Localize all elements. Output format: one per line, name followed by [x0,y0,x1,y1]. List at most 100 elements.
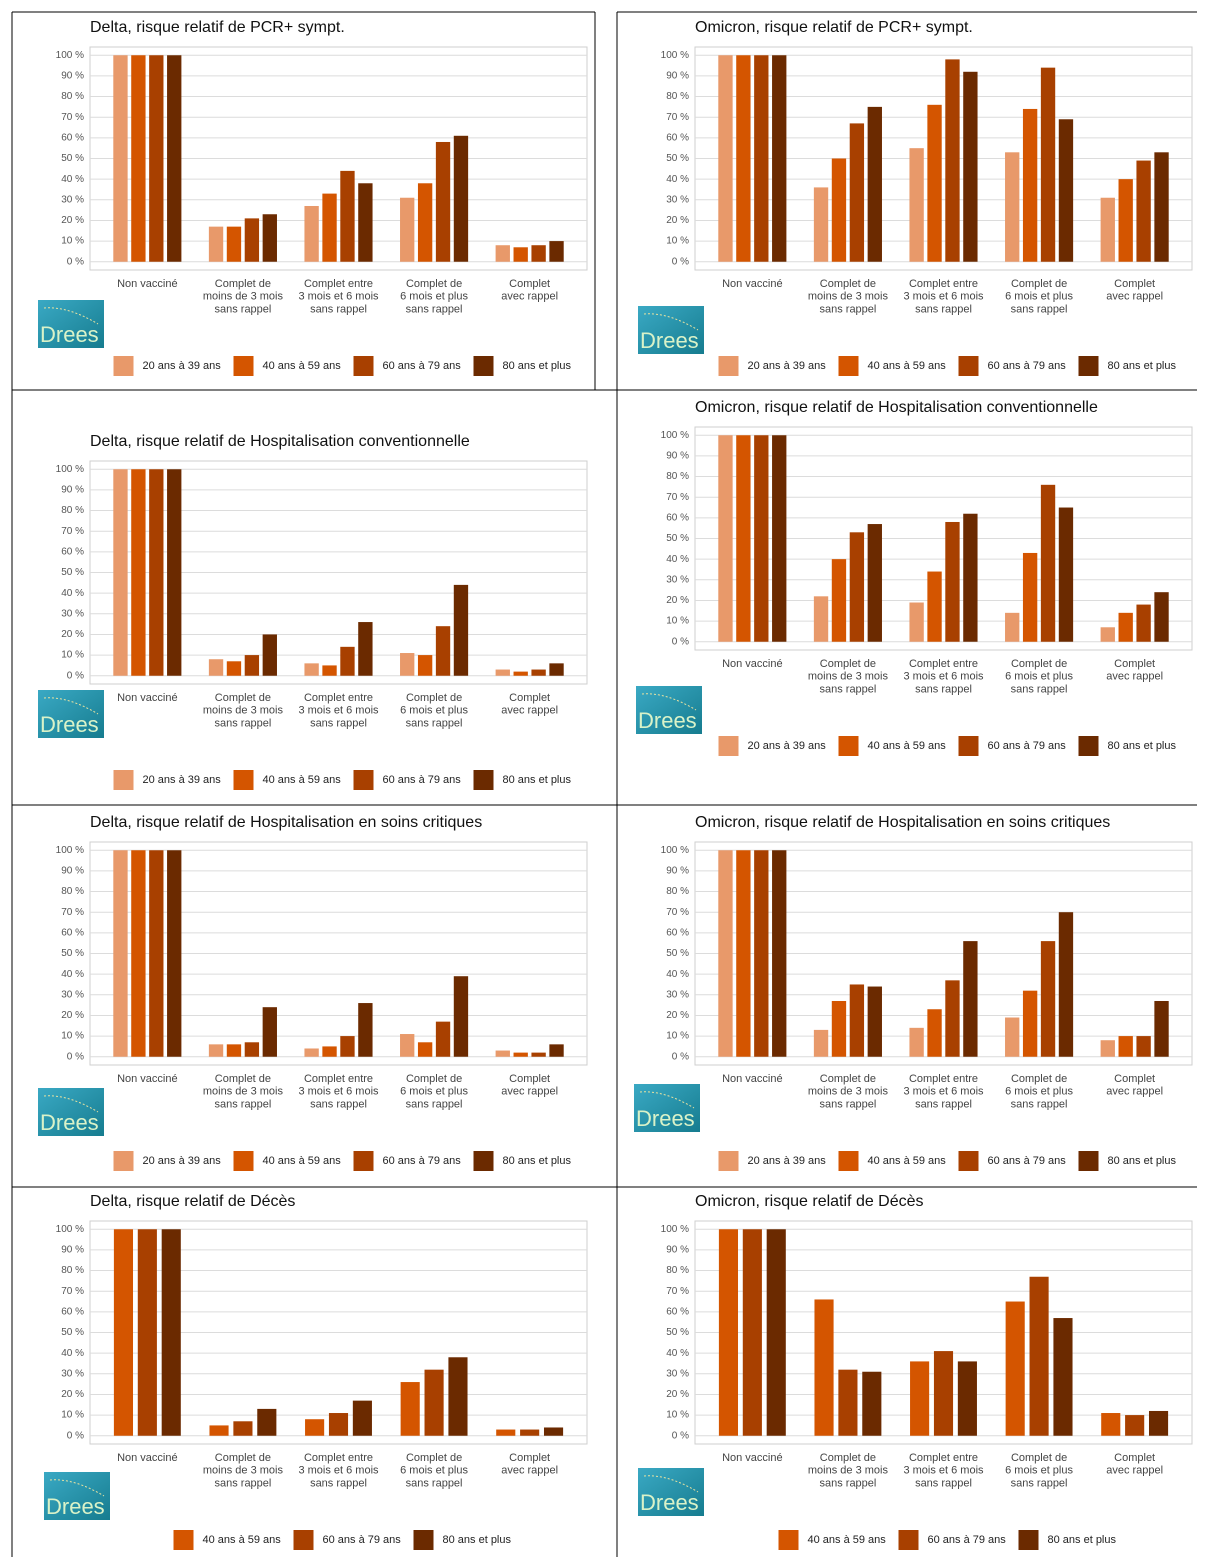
legend-label: 80 ans et plus [1048,1534,1117,1546]
bar [1058,507,1074,642]
bar [340,1036,355,1057]
logo-text: Drees [46,1494,105,1519]
bar [417,183,433,262]
y-tick-label: 60 % [666,927,689,938]
bar [149,469,164,676]
bar [113,1229,134,1436]
bar [495,1050,510,1057]
bar [161,1229,181,1436]
bar [417,1042,433,1057]
logo-swoosh [43,307,99,325]
legend-label: 40 ans à 59 ans [263,360,342,372]
y-tick-label: 60 % [666,512,689,523]
x-tick-label: sans rappel [406,717,463,729]
bar [849,123,865,262]
y-tick-label: 10 % [61,650,84,661]
bar [1058,912,1074,1057]
bar [1005,152,1020,262]
legend-swatch [233,1151,254,1171]
y-tick-label: 60 % [61,927,84,938]
bar [549,241,564,262]
legend-label: 60 ans à 79 ans [988,360,1067,372]
legend-label: 60 ans à 79 ans [383,774,462,786]
bar [149,850,164,1057]
x-tick-label: Complet entre [909,278,978,290]
y-tick-label: 10 % [666,1031,689,1042]
x-tick-label: sans rappel [915,1098,972,1110]
bar [453,976,469,1057]
x-tick-label: Complet de [406,1073,462,1085]
legend-label: 40 ans à 59 ans [808,1534,887,1546]
y-tick-label: 20 % [61,629,84,640]
x-tick-label: Complet de [820,278,876,290]
bar [167,469,182,676]
legend-swatch [838,1151,859,1171]
bar [718,850,733,1057]
y-tick-label: 20 % [666,215,689,226]
x-tick-label: 3 mois et 6 mois [903,1086,984,1098]
bar [352,1400,372,1436]
y-tick-label: 50 % [61,153,84,164]
x-tick-label: Complet [509,1452,550,1464]
x-tick-label: Complet de [406,692,462,704]
x-tick-label: sans rappel [915,1477,972,1489]
y-tick-label: 10 % [666,616,689,627]
y-tick-label: 0 % [672,256,689,267]
x-tick-label: moins de 3 mois [203,705,284,717]
legend-label: 80 ans et plus [1108,360,1177,372]
logo-text: Drees [40,712,99,737]
chart-title: Omicron, risque relatif de Décès [695,1193,924,1210]
x-tick-label: 6 mois et plus [1005,291,1073,303]
y-tick-label: 100 % [661,430,689,441]
bar [813,187,829,262]
bar [766,1229,786,1436]
y-tick-label: 90 % [61,1245,84,1256]
legend-swatch [293,1530,314,1550]
y-tick-label: 100 % [56,464,84,475]
legend-swatch [718,1151,739,1171]
bar [1040,67,1056,262]
bar [208,1044,224,1057]
bar [137,1229,157,1436]
y-tick-label: 70 % [666,112,689,123]
bar [736,850,751,1057]
bar [453,584,469,676]
logo-swoosh [43,1095,99,1113]
legend-label: 60 ans à 79 ans [928,1534,1007,1546]
bar [400,197,415,262]
y-tick-label: 50 % [666,153,689,164]
bar [448,1357,468,1436]
legend-label: 20 ans à 39 ans [748,740,827,752]
y-tick-label: 0 % [67,1430,84,1441]
x-tick-label: Complet [1114,1073,1155,1085]
bar [831,158,847,262]
x-tick-label: 3 mois et 6 mois [903,1465,984,1477]
bar [400,1034,415,1057]
y-tick-label: 40 % [61,1348,84,1359]
bar [1005,1301,1025,1436]
x-tick-label: 6 mois et plus [1005,1465,1073,1477]
bar [1148,1410,1169,1436]
y-tick-label: 90 % [61,866,84,877]
legend-label: 60 ans à 79 ans [383,360,462,372]
bar [340,170,355,262]
bar [813,596,829,642]
x-tick-label: Complet de [820,1073,876,1085]
y-tick-label: 30 % [666,194,689,205]
y-tick-label: 0 % [672,1051,689,1062]
y-tick-label: 90 % [61,485,84,496]
bar [233,1421,253,1436]
x-tick-label: Complet de [1011,658,1067,670]
bar [131,850,146,1057]
bar [1125,1415,1145,1436]
y-tick-label: 100 % [56,845,84,856]
y-tick-label: 0 % [672,1430,689,1441]
bar [736,435,751,642]
legend-swatch [718,356,739,376]
bar [772,55,787,262]
bar [400,653,415,676]
x-tick-label: sans rappel [214,717,271,729]
y-tick-label: 20 % [666,595,689,606]
legend-swatch [113,770,134,790]
bar [358,1003,373,1057]
